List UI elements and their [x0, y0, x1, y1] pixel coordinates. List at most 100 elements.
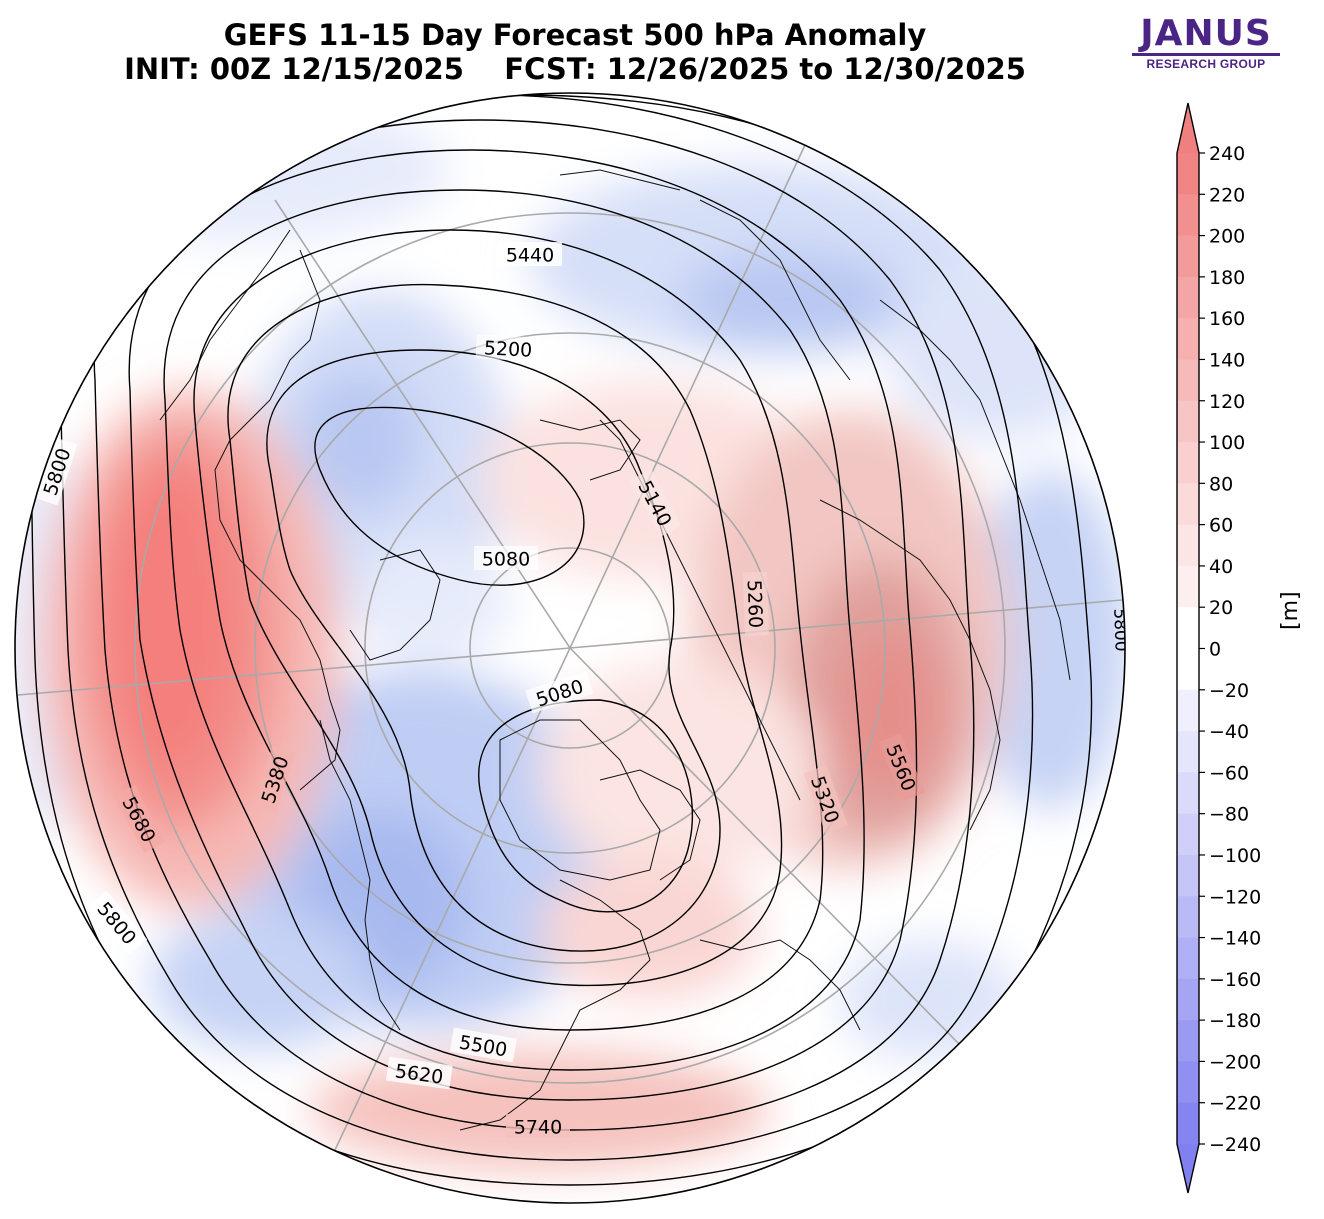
- colorbar-band: [1177, 318, 1199, 361]
- polar-map: 5440 5200 5140 5080 5080 5260 5320 5560 …: [14, 92, 1130, 1204]
- colorbar-tick-label: −20: [1209, 680, 1249, 702]
- colorbar-band: [1177, 565, 1199, 608]
- anomaly-positive: [310, 1050, 770, 1170]
- colorbar-tick-label: 200: [1209, 226, 1245, 248]
- meridian-line: [569, 144, 806, 649]
- coastline: [559, 169, 681, 191]
- height-contours: [15, 93, 1111, 1186]
- contour-label: 5740: [514, 1117, 562, 1139]
- meridian-line: [274, 199, 571, 649]
- height-contour: [163, 189, 865, 1071]
- colorbar-tick-label: −220: [1209, 1093, 1260, 1115]
- colorbar-tick-label: 220: [1209, 184, 1245, 206]
- coastline: [499, 719, 661, 881]
- logo-subtitle: RESEARCH GROUP: [1146, 57, 1266, 71]
- anomaly-positive: [840, 630, 940, 790]
- colorbar-tick-label: −60: [1209, 762, 1249, 784]
- anomaly-negative: [50, 100, 450, 240]
- colorbar-band: [1177, 772, 1199, 815]
- height-contour: [227, 283, 783, 987]
- colorbar-tick-label: 160: [1209, 308, 1245, 330]
- height-contour: [314, 406, 585, 586]
- colorbar-tick-label: 240: [1209, 143, 1245, 165]
- colorbar-band: [1177, 1102, 1199, 1145]
- colorbar-band: [1177, 483, 1199, 526]
- anomaly-negative: [970, 470, 1125, 810]
- colorbar-band: [1177, 153, 1199, 195]
- colorbar-tick-label: 20: [1209, 597, 1233, 619]
- meridian-line: [569, 647, 961, 1046]
- title-line-2: INIT: 00Z 12/15/2025 FCST: 12/26/2025 to…: [124, 52, 1026, 86]
- graticule: [17, 144, 1123, 1151]
- colorbar-tick-label: 180: [1209, 267, 1245, 289]
- colorbar-tick-label: 40: [1209, 556, 1233, 578]
- anomaly-negative: [300, 370, 420, 510]
- colorbar-band: [1177, 978, 1199, 1021]
- anomaly-positive: [540, 860, 760, 1000]
- logo-underline: [1132, 53, 1280, 56]
- coastline: [879, 299, 1071, 681]
- coastline: [699, 199, 851, 381]
- colorbar-band: [1177, 813, 1199, 856]
- colorbar-band: [1177, 276, 1199, 319]
- colorbar-tick-label: 100: [1209, 432, 1245, 454]
- colorbar-tick-label: −140: [1209, 928, 1260, 950]
- colorbar-ticks: 240220200180160140120100806040200−20−40−…: [1199, 143, 1260, 1156]
- anomaly-negative: [350, 540, 510, 660]
- janus-logo: JANUS RESEARCH GROUP: [1126, 16, 1286, 70]
- colorbar-tick-label: 80: [1209, 473, 1233, 495]
- colorbar-tick-label: −40: [1209, 721, 1249, 743]
- coastline: [699, 939, 861, 1031]
- colorbar-extend-max: [1177, 103, 1199, 153]
- contour-label: 5200: [483, 337, 532, 362]
- anomaly-negative: [150, 910, 370, 1050]
- contour-label: 5080: [482, 549, 530, 571]
- colorbar-band: [1177, 1020, 1199, 1063]
- latitude-circle: [134, 212, 1006, 1084]
- colorbar-band: [1177, 896, 1199, 939]
- colorbar-tick-label: −160: [1209, 969, 1260, 991]
- anomaly-negative: [680, 250, 900, 350]
- contour-label: 5800: [1109, 608, 1130, 652]
- height-contour: [58, 94, 1034, 1161]
- map-disc: 5440 5200 5140 5080 5080 5260 5320 5560 …: [15, 93, 1130, 1203]
- contour-label: 5440: [506, 245, 554, 267]
- colorbar-tick-label: 60: [1209, 515, 1233, 537]
- colorbar-band: [1177, 854, 1199, 897]
- height-contour: [193, 229, 824, 1031]
- colorbar-bands: [1177, 103, 1199, 1193]
- coastlines: [159, 169, 1071, 1131]
- logo-wordmark: JANUS: [1140, 13, 1272, 54]
- colorbar-tick-label: −80: [1209, 804, 1249, 826]
- anomaly-positive: [540, 660, 820, 880]
- title-line-1: GEFS 11-15 Day Forecast 500 hPa Anomaly: [223, 18, 927, 52]
- meridian-line: [334, 647, 571, 1151]
- colorbar-tick-label: −200: [1209, 1051, 1260, 1073]
- coastline: [159, 229, 291, 421]
- colorbar-band: [1177, 731, 1199, 773]
- coastline: [319, 719, 401, 1031]
- coastline: [599, 419, 801, 801]
- colorbar-tick-label: −180: [1209, 1010, 1260, 1032]
- colorbar-band: [1177, 689, 1199, 732]
- colorbar-band: [1177, 194, 1199, 237]
- map-boundary: [14, 92, 1126, 1204]
- colorbar-extend-min: [1177, 1144, 1199, 1193]
- colorbar-band: [1177, 607, 1199, 650]
- colorbar-band: [1177, 937, 1199, 980]
- contour-label-layer: 5440 5200 5140 5080 5080 5260 5320 5560 …: [34, 242, 1130, 1139]
- latitude-circle: [254, 332, 886, 964]
- colorbar-tick-label: 140: [1209, 349, 1245, 371]
- map-title: GEFS 11-15 Day Forecast 500 hPa Anomaly …: [0, 18, 1150, 86]
- coastline: [819, 499, 1001, 831]
- colorbar-band: [1177, 400, 1199, 443]
- colorbar-tick-label: 0: [1209, 639, 1221, 661]
- coastline: [539, 419, 641, 481]
- colorbar-band: [1177, 1061, 1199, 1104]
- colorbar-tick-label: −120: [1209, 886, 1260, 908]
- coastline: [214, 249, 341, 791]
- anomaly-negative: [840, 940, 1020, 1060]
- meridian-line: [17, 647, 571, 696]
- colorbar-tick-label: −240: [1209, 1134, 1260, 1156]
- colorbar-band: [1177, 442, 1199, 484]
